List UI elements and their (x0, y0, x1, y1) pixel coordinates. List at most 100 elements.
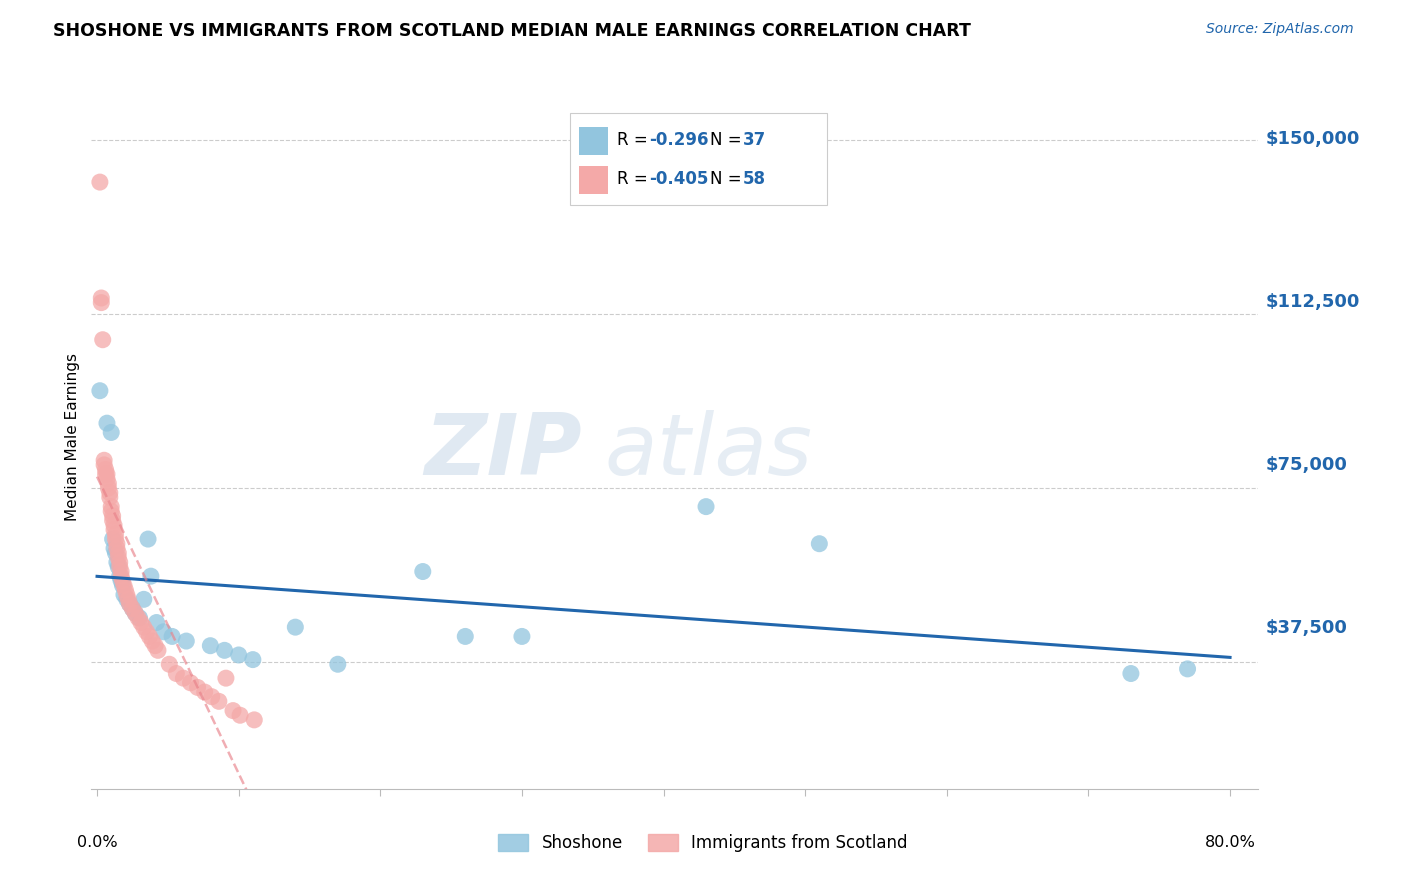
Point (115, 592, 138, 607)
Point (139, 569, 162, 583)
Point (108, 569, 131, 583)
Point (208, 694, 231, 708)
Point (90, 295, 112, 310)
Point (96, 467, 118, 482)
Point (160, 629, 183, 643)
Point (98, 491, 121, 505)
Bar (579, 127, 609, 155)
Point (101, 514, 124, 528)
Text: R =: R = (616, 170, 652, 188)
Text: R =: R = (616, 131, 652, 149)
Point (114, 583, 136, 598)
Point (107, 546, 129, 560)
Point (187, 681, 209, 695)
Point (172, 671, 194, 685)
Point (97, 476, 120, 491)
Point (111, 574, 134, 588)
Point (96, 416, 118, 430)
Point (110, 569, 132, 583)
Point (105, 537, 128, 551)
Point (124, 607, 146, 621)
Point (108, 560, 131, 574)
Point (101, 508, 124, 523)
Point (510, 629, 533, 643)
Point (121, 601, 143, 615)
Text: atlas: atlas (605, 409, 813, 492)
Point (1177, 662, 1199, 676)
Point (117, 592, 139, 607)
Text: SHOSHONE VS IMMIGRANTS FROM SCOTLAND MEDIAN MALE EARNINGS CORRELATION CHART: SHOSHONE VS IMMIGRANTS FROM SCOTLAND MED… (53, 22, 972, 40)
Point (115, 588, 138, 602)
Point (110, 565, 132, 579)
Point (101, 532, 124, 546)
Point (326, 657, 349, 672)
Point (98, 485, 121, 500)
Point (194, 685, 217, 699)
Point (89, 384, 111, 398)
Point (100, 504, 122, 518)
Point (90, 291, 112, 305)
Point (695, 500, 717, 514)
Point (174, 634, 197, 648)
Point (108, 555, 131, 569)
Point (110, 574, 132, 588)
FancyBboxPatch shape (569, 113, 827, 204)
Point (284, 620, 307, 634)
Point (100, 500, 122, 514)
Point (93, 453, 115, 467)
Point (132, 592, 155, 607)
Y-axis label: Median Male Earnings: Median Male Earnings (65, 353, 80, 521)
Point (808, 537, 831, 551)
Point (94, 462, 117, 476)
Point (243, 713, 266, 727)
Point (100, 425, 122, 440)
Point (105, 541, 128, 556)
Text: N =: N = (710, 170, 747, 188)
Point (228, 648, 250, 662)
Text: 37: 37 (742, 131, 766, 149)
Point (124, 607, 146, 621)
Point (103, 523, 125, 537)
Legend: Shoshone, Immigrants from Scotland: Shoshone, Immigrants from Scotland (492, 827, 914, 859)
Text: 80.0%: 80.0% (1205, 835, 1256, 850)
Bar (579, 166, 609, 194)
Point (200, 639, 222, 653)
Text: N =: N = (710, 131, 747, 149)
Point (136, 532, 159, 546)
Point (97, 481, 120, 495)
Point (129, 615, 152, 630)
Point (89, 175, 111, 189)
Text: 0.0%: 0.0% (77, 835, 117, 850)
Point (103, 541, 125, 556)
Point (107, 560, 129, 574)
Point (143, 639, 166, 653)
Point (132, 620, 155, 634)
Point (215, 671, 238, 685)
Point (141, 634, 163, 648)
Point (104, 532, 127, 546)
Point (152, 624, 174, 639)
Point (1119, 666, 1142, 681)
Point (111, 578, 134, 592)
Point (135, 624, 157, 639)
Point (118, 597, 141, 611)
Point (157, 657, 180, 672)
Point (112, 588, 135, 602)
Point (105, 555, 128, 569)
Point (112, 578, 135, 592)
Point (412, 565, 434, 579)
Point (138, 629, 160, 643)
Point (94, 467, 117, 482)
Point (214, 643, 236, 657)
Point (242, 652, 264, 666)
Point (165, 666, 187, 681)
Text: Source: ZipAtlas.com: Source: ZipAtlas.com (1206, 22, 1354, 37)
Point (104, 527, 127, 541)
Point (104, 546, 127, 560)
Point (91, 333, 114, 347)
Point (96, 472, 118, 486)
Point (93, 458, 115, 472)
Point (127, 611, 149, 625)
Point (229, 708, 252, 723)
Point (222, 704, 245, 718)
